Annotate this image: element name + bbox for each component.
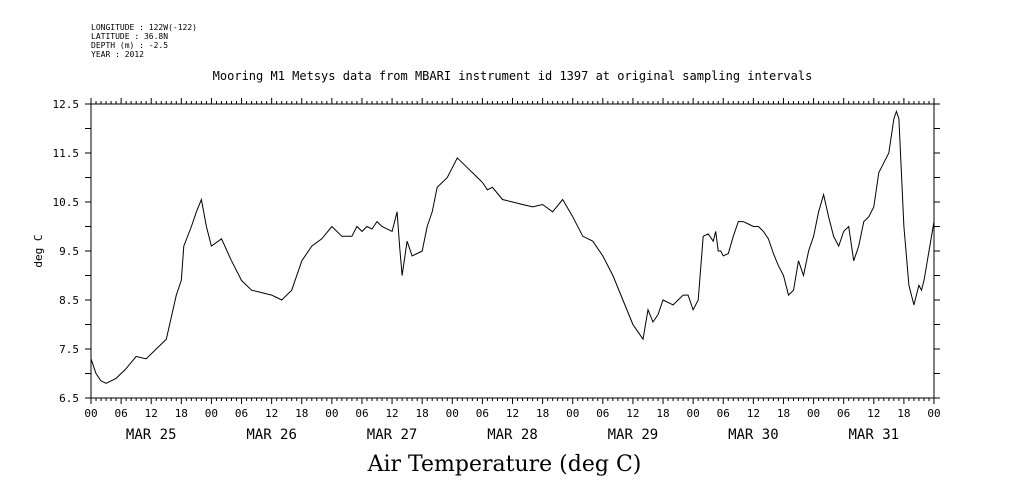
y-tick-label: 10.5 bbox=[53, 196, 80, 209]
x-hour-label: 00 bbox=[566, 407, 579, 420]
meta-year: YEAR : 2012 bbox=[91, 50, 144, 59]
x-hour-label: 12 bbox=[867, 407, 880, 420]
x-hour-label: 00 bbox=[446, 407, 459, 420]
x-day-label: MAR 26 bbox=[246, 427, 297, 443]
x-day-label: MAR 28 bbox=[487, 427, 538, 443]
variable-title: Air Temperature (deg C) bbox=[367, 452, 642, 477]
y-axis-label: deg C bbox=[32, 234, 45, 267]
x-hour-label: 18 bbox=[777, 407, 790, 420]
meta-longitude: LONGITUDE : 122W(-122) bbox=[91, 23, 197, 32]
x-hour-label: 00 bbox=[325, 407, 338, 420]
x-hour-label: 12 bbox=[145, 407, 158, 420]
x-hour-label: 00 bbox=[84, 407, 97, 420]
x-hour-label: 12 bbox=[385, 407, 398, 420]
x-hour-label: 12 bbox=[265, 407, 278, 420]
x-hour-label: 18 bbox=[295, 407, 308, 420]
x-hour-label: 12 bbox=[506, 407, 519, 420]
x-hour-label: 06 bbox=[355, 407, 368, 420]
metadata-block: LONGITUDE : 122W(-122) LATITUDE : 36.8N … bbox=[91, 23, 197, 59]
meta-depth: DEPTH (m) : -2.5 bbox=[91, 41, 169, 50]
meta-latitude: LATITUDE : 36.8N bbox=[91, 32, 169, 41]
plot-frame bbox=[90, 103, 935, 399]
x-hour-label: 18 bbox=[416, 407, 429, 420]
x-hour-label: 06 bbox=[717, 407, 730, 420]
x-hour-label: 18 bbox=[897, 407, 910, 420]
x-hour-label: 06 bbox=[114, 407, 127, 420]
x-day-label: MAR 30 bbox=[728, 427, 779, 443]
x-day-label: MAR 31 bbox=[848, 427, 899, 443]
y-tick-label: 6.5 bbox=[59, 392, 79, 405]
x-day-label: MAR 29 bbox=[608, 427, 659, 443]
x-hour-label: 06 bbox=[476, 407, 489, 420]
y-tick-label: 9.5 bbox=[59, 245, 79, 258]
x-hour-label: 12 bbox=[747, 407, 760, 420]
x-day-label: MAR 25 bbox=[126, 427, 177, 443]
x-hour-label: 18 bbox=[656, 407, 669, 420]
x-hour-label: 18 bbox=[536, 407, 549, 420]
chart-title: Mooring M1 Metsys data from MBARI instru… bbox=[212, 69, 813, 83]
y-tick-label: 7.5 bbox=[59, 343, 79, 356]
x-hour-label: 18 bbox=[175, 407, 188, 420]
y-tick-label: 8.5 bbox=[59, 294, 79, 307]
x-hour-label: 06 bbox=[596, 407, 609, 420]
x-day-label: MAR 27 bbox=[367, 427, 418, 443]
x-hour-label: 00 bbox=[205, 407, 218, 420]
y-tick-label: 12.5 bbox=[53, 98, 80, 111]
y-tick-label: 11.5 bbox=[53, 147, 80, 160]
x-hour-label: 12 bbox=[626, 407, 639, 420]
x-hour-label: 00 bbox=[687, 407, 700, 420]
x-hour-label: 00 bbox=[807, 407, 820, 420]
x-hour-label: 06 bbox=[837, 407, 850, 420]
x-hour-label: 00 bbox=[927, 407, 940, 420]
x-hour-label: 06 bbox=[235, 407, 248, 420]
air-temperature-line bbox=[90, 109, 935, 384]
